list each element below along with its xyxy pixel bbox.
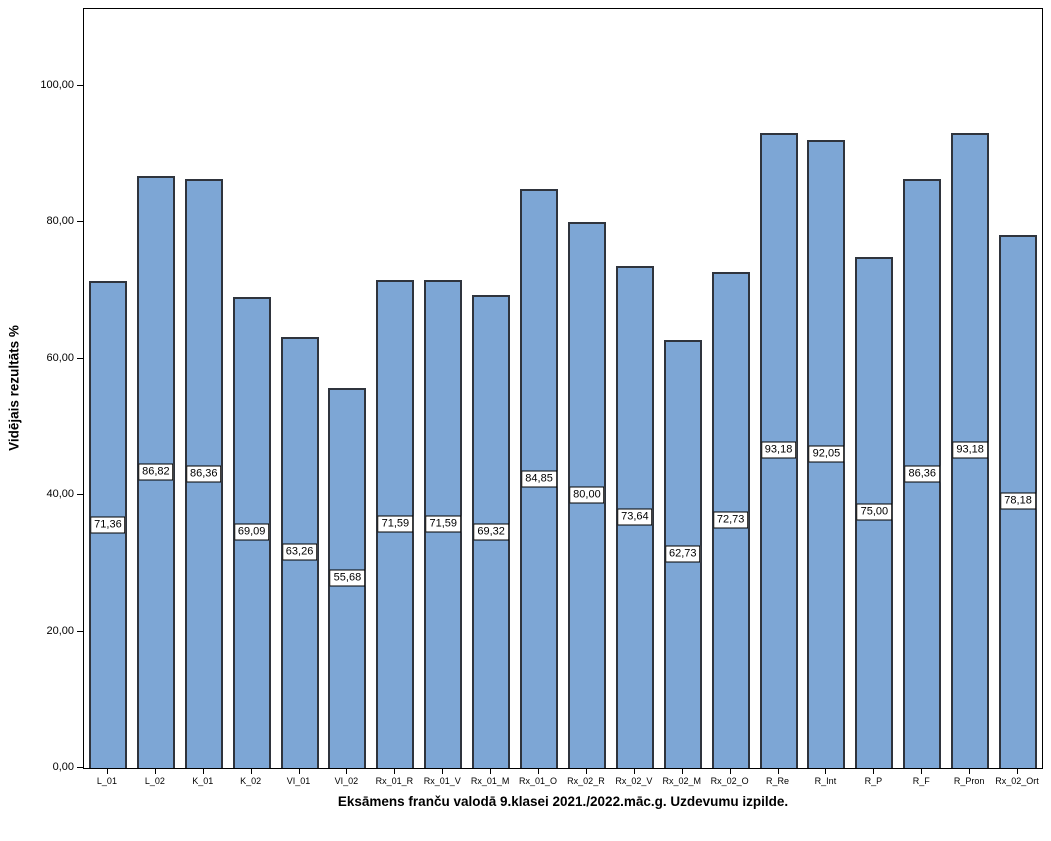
x-tick-label: K_01: [192, 776, 214, 786]
x-tick: [585, 769, 587, 774]
x-tick: [490, 769, 492, 774]
x-tick: [729, 769, 731, 774]
bar-value-label: 62,73: [664, 545, 701, 563]
bar-value-label: 69,32: [473, 523, 509, 541]
x-tick-label: Rx_01_O: [519, 776, 558, 786]
bar-value-label: 71,59: [425, 515, 462, 533]
x-tick-label: Rx_02_O: [710, 776, 749, 786]
bar-value-label: 55,68: [329, 569, 366, 587]
bar-value-label: 84,85: [521, 470, 557, 488]
bar-value-label: 80,00: [569, 486, 605, 504]
bar-value-label: 75,00: [856, 503, 893, 521]
x-tick-label: R_Int: [814, 776, 837, 786]
y-tick-label: 40,00: [46, 488, 74, 501]
x-tick-label: R_F: [912, 776, 930, 786]
x-tick: [921, 769, 923, 774]
plot-area: 71,36 86,82 86,36 69,09 63,26 55,68 71,59 71,59…: [83, 8, 1043, 769]
x-tick: [873, 769, 875, 774]
x-tick-label: K_02: [240, 776, 262, 786]
y-tick-label: 60,00: [46, 351, 74, 364]
x-tick-label: VI_01: [286, 776, 311, 786]
y-tick: [77, 630, 83, 632]
y-tick-label: 80,00: [46, 215, 74, 228]
x-axis-title: Eksāmens franču valodā 9.klasei 2021./20…: [337, 794, 789, 809]
y-tick: [77, 767, 83, 768]
x-tick-label: R_Pron: [953, 776, 985, 786]
x-tick: [394, 769, 396, 774]
bar-value-label: 93,18: [952, 441, 988, 459]
bar-value-label: 78,18: [1000, 492, 1036, 510]
x-tick-label: Rx_02_V: [615, 776, 653, 786]
bar-value-label: 92,05: [808, 445, 845, 463]
x-tick-label: Rx_02_R: [567, 776, 605, 786]
x-tick: [538, 769, 540, 774]
x-tick: [250, 769, 252, 774]
bar-value-label: 63,26: [281, 543, 318, 561]
y-tick-label: 20,00: [46, 624, 74, 637]
x-tick: [202, 769, 204, 774]
x-tick: [1017, 769, 1019, 774]
y-tick: [77, 85, 83, 87]
y-tick-label: 0,00: [52, 761, 74, 773]
x-tick: [633, 769, 635, 774]
x-tick-label: R_P: [864, 776, 883, 786]
x-tick-label: L_02: [144, 776, 165, 786]
bar-value-label: 73,64: [617, 508, 653, 526]
bar-value-label: 86,36: [904, 465, 941, 483]
x-tick: [681, 769, 683, 774]
bar-value-label: 69,09: [233, 523, 270, 541]
y-tick: [77, 221, 83, 223]
x-tick-label: L_01: [96, 776, 117, 786]
x-tick-label: R_Re: [766, 776, 790, 786]
bar-value-label: 93,18: [760, 441, 797, 459]
x-tick: [825, 769, 827, 774]
x-tick-label: Rx_01_M: [470, 776, 510, 786]
x-tick: [298, 769, 300, 774]
y-tick: [77, 494, 83, 496]
bar-value-label: 72,73: [712, 511, 749, 529]
bar-value-label: 71,36: [90, 516, 126, 534]
x-tick-label: Rx_02_M: [662, 776, 702, 786]
x-tick: [106, 769, 108, 774]
x-tick-label: Rx_02_Ort: [995, 776, 1039, 786]
bar-value-label: 86,82: [138, 463, 174, 481]
x-tick: [777, 769, 779, 774]
x-tick-label: Rx_01_V: [423, 776, 461, 786]
y-tick-label: 100,00: [40, 79, 74, 92]
x-tick: [442, 769, 444, 774]
x-axis: L_01 L_02 K_01 K_02 VI_01 VI_02 Rx_01_R Rx_01_V…: [83, 769, 1043, 795]
bar-value-label: 71,59: [377, 515, 414, 533]
x-tick: [154, 769, 156, 774]
x-tick-label: Rx_01_R: [375, 776, 414, 786]
bar-value-label: 86,36: [185, 465, 222, 483]
x-tick-label: VI_02: [334, 776, 359, 786]
y-tick: [77, 357, 83, 359]
x-tick: [346, 769, 348, 774]
x-tick: [969, 769, 971, 774]
y-axis: 0,00 20,00 40,00 60,00 80,00 100,00: [0, 8, 83, 773]
